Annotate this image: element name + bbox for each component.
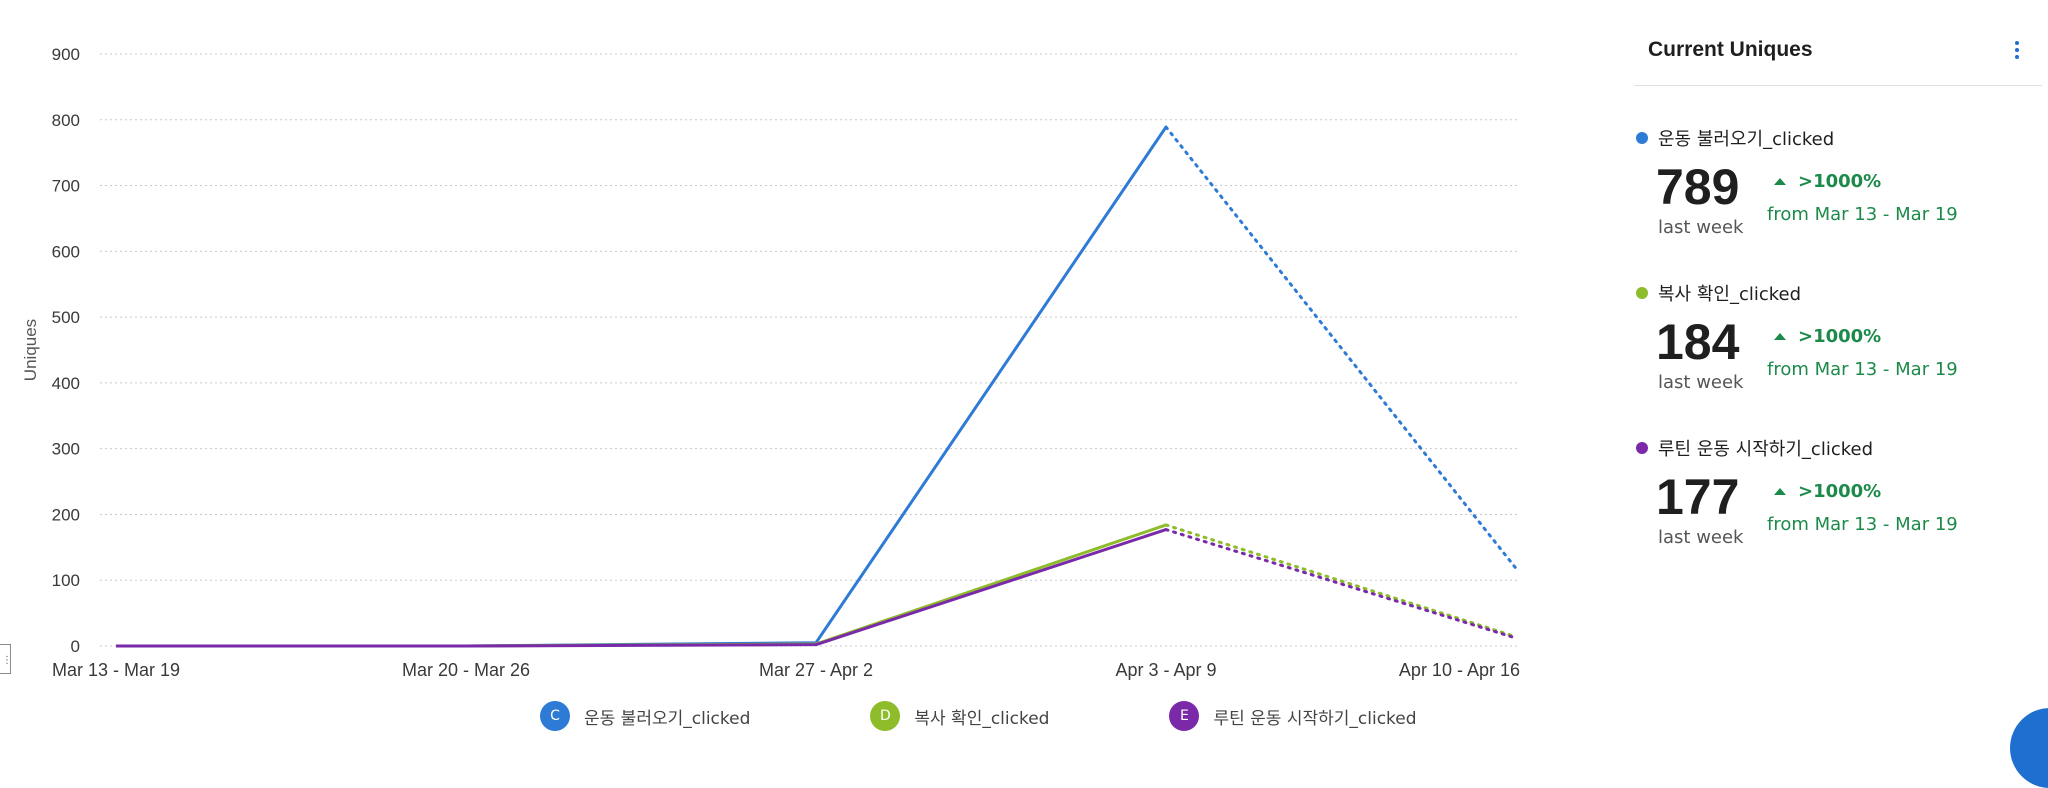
metric-value: 789 — [1656, 159, 1740, 215]
y-tick-label: 0 — [71, 637, 80, 656]
y-tick-label: 600 — [52, 242, 80, 261]
legend-item[interactable]: E 루틴 운동 시작하기_clicked — [1169, 701, 1417, 731]
x-tick-label: Apr 10 - Apr 16 — [1399, 660, 1520, 680]
metric-card: 운동 불러오기_clicked 789 last week >1000% from Ma… — [1634, 122, 2034, 272]
y-tick-label: 100 — [52, 571, 80, 590]
y-tick-label: 700 — [52, 177, 80, 196]
series-badge: E — [1169, 701, 1200, 731]
arrow-up-icon — [1774, 488, 1786, 495]
metric-value: 184 — [1656, 314, 1740, 370]
arrow-up-icon — [1774, 333, 1786, 340]
metric-comparison: from Mar 13 - Mar 19 — [1767, 204, 1958, 225]
chart-area: 0 100 200 300 400 500 600 700 800 900 Mar 13 - Mar… — [0, 45, 1537, 732]
series-badge: C — [540, 701, 570, 731]
y-tick-label: 200 — [52, 505, 80, 524]
metric-change-value: >1000% — [1798, 171, 1882, 192]
metric-change: >1000% — [1774, 326, 1881, 347]
metric-card: 루틴 운동 시작하기_clicked 177 last week >1000% from… — [1634, 432, 2034, 582]
metric-change-value: >1000% — [1798, 481, 1882, 502]
legend-item[interactable]: D 복사 확인_clicked — [870, 701, 1049, 731]
metric-name: 루틴 운동 시작하기_clicked — [1658, 439, 1873, 460]
series-dot — [1636, 287, 1648, 299]
x-tick-label: Mar 20 - Mar 26 — [402, 660, 530, 680]
metric-comparison: from Mar 13 - Mar 19 — [1767, 359, 1958, 380]
metric-value: 177 — [1656, 469, 1740, 525]
x-tick-label: Mar 13 - Mar 19 — [52, 660, 180, 680]
line-chart: 0 100 200 300 400 500 600 700 800 900 Mar 13 - Mar… — [21, 45, 1520, 680]
kebab-menu-icon[interactable] — [2012, 41, 2022, 65]
metric-name: 복사 확인_clicked — [1658, 284, 1802, 305]
arrow-up-icon — [1774, 178, 1786, 185]
series-dot — [1636, 442, 1648, 454]
series-line — [116, 126, 1168, 648]
legend-label: 복사 확인_clicked — [914, 708, 1050, 729]
x-tick-label: Mar 27 - Apr 2 — [759, 660, 873, 680]
y-tick-label: 800 — [52, 111, 80, 130]
series-badge: D — [870, 701, 901, 731]
panel-header: Current Uniques — [1634, 0, 2042, 86]
legend-label: 운동 불러오기_clicked — [584, 708, 751, 729]
metric-change: >1000% — [1774, 481, 1881, 502]
y-tick-label: 500 — [52, 308, 80, 327]
series-line — [116, 528, 1167, 648]
metric-change: >1000% — [1774, 171, 1881, 192]
series-line-incomplete — [1164, 528, 1518, 640]
current-uniques-panel: Current Uniques 운동 불러오기_clicked 789 last w… — [1634, 0, 2042, 751]
y-tick-label: 400 — [52, 374, 80, 393]
series-line-incomplete — [1164, 523, 1518, 639]
metric-card: 복사 확인_clicked 184 last week >1000% from Mar … — [1634, 277, 2034, 427]
panel-title: Current Uniques — [1648, 38, 1813, 61]
y-axis-title: Uniques — [21, 319, 40, 381]
metric-period: last week — [1658, 527, 1744, 548]
metric-name: 운동 불러오기_clicked — [1658, 129, 1835, 150]
y-tick-label: 300 — [52, 440, 80, 459]
y-tick-label: 900 — [52, 45, 80, 64]
chart-legend: C 운동 불러오기_clicked D 복사 확인_clicked E 루틴 운동 시작하… — [540, 700, 1537, 732]
collapse-handle[interactable]: ⋮ — [0, 644, 12, 674]
legend-item[interactable]: C 운동 불러오기_clicked — [540, 701, 750, 731]
metric-period: last week — [1658, 217, 1744, 238]
metric-comparison: from Mar 13 - Mar 19 — [1767, 514, 1958, 535]
legend-label: 루틴 운동 시작하기_clicked — [1213, 708, 1417, 729]
metric-period: last week — [1658, 372, 1744, 393]
x-tick-label: Apr 3 - Apr 9 — [1115, 660, 1216, 680]
metric-change-value: >1000% — [1798, 326, 1882, 347]
series-line — [116, 523, 1167, 648]
series-line-incomplete — [1164, 125, 1518, 570]
series-dot — [1636, 132, 1648, 144]
